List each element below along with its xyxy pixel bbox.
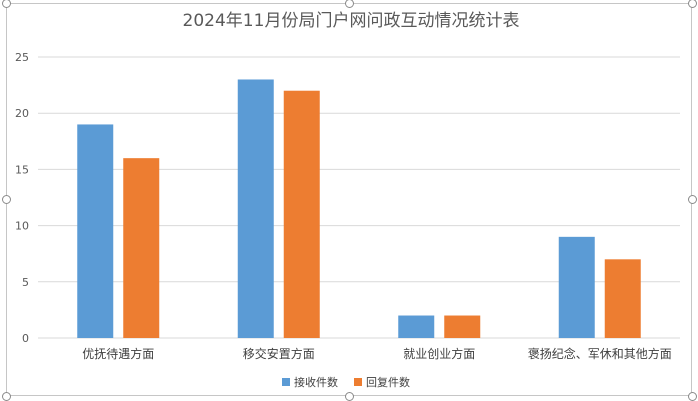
x-category-label: 就业创业方面 — [403, 346, 475, 361]
y-tick-label: 5 — [22, 276, 29, 289]
legend-label: 接收件数 — [294, 375, 338, 389]
resize-handle-middle-right[interactable] — [688, 195, 697, 204]
y-tick-label: 0 — [22, 332, 29, 345]
chart-title: 2024年11月份局门户网问政互动情况统计表 — [183, 11, 520, 31]
bar-received[interactable] — [77, 124, 114, 338]
y-tick-label: 25 — [15, 51, 29, 64]
y-axis-tick-labels: 0 5 10 15 20 25 — [15, 51, 29, 345]
bars — [77, 79, 641, 338]
y-tick-label: 15 — [15, 163, 29, 176]
y-tick-label: 10 — [15, 220, 29, 233]
legend-swatch — [354, 378, 362, 386]
bar-received[interactable] — [398, 315, 435, 338]
legend-label: 回复件数 — [366, 375, 410, 389]
bar-replied[interactable] — [444, 315, 481, 338]
resize-handle-middle-left[interactable] — [2, 195, 11, 204]
bar-received[interactable] — [558, 236, 595, 338]
bar-replied[interactable] — [123, 158, 160, 338]
bar-replied[interactable] — [604, 259, 641, 338]
x-category-label: 褒扬纪念、军休和其他方面 — [528, 346, 672, 361]
y-tick-label: 20 — [15, 107, 29, 120]
bar-received[interactable] — [237, 79, 274, 338]
resize-handle-top-left[interactable] — [2, 0, 11, 8]
x-category-label: 优抚待遇方面 — [82, 346, 154, 361]
bar-replied[interactable] — [283, 90, 320, 338]
resize-handle-top-center[interactable] — [345, 0, 354, 8]
x-category-label: 移交安置方面 — [243, 346, 315, 361]
x-axis-category-labels: 优抚待遇方面 移交安置方面 就业创业方面 褒扬纪念、军休和其他方面 — [82, 346, 672, 361]
resize-handle-top-right[interactable] — [688, 0, 697, 8]
legend: 接收件数 回复件数 — [282, 375, 410, 389]
legend-swatch — [282, 378, 290, 386]
